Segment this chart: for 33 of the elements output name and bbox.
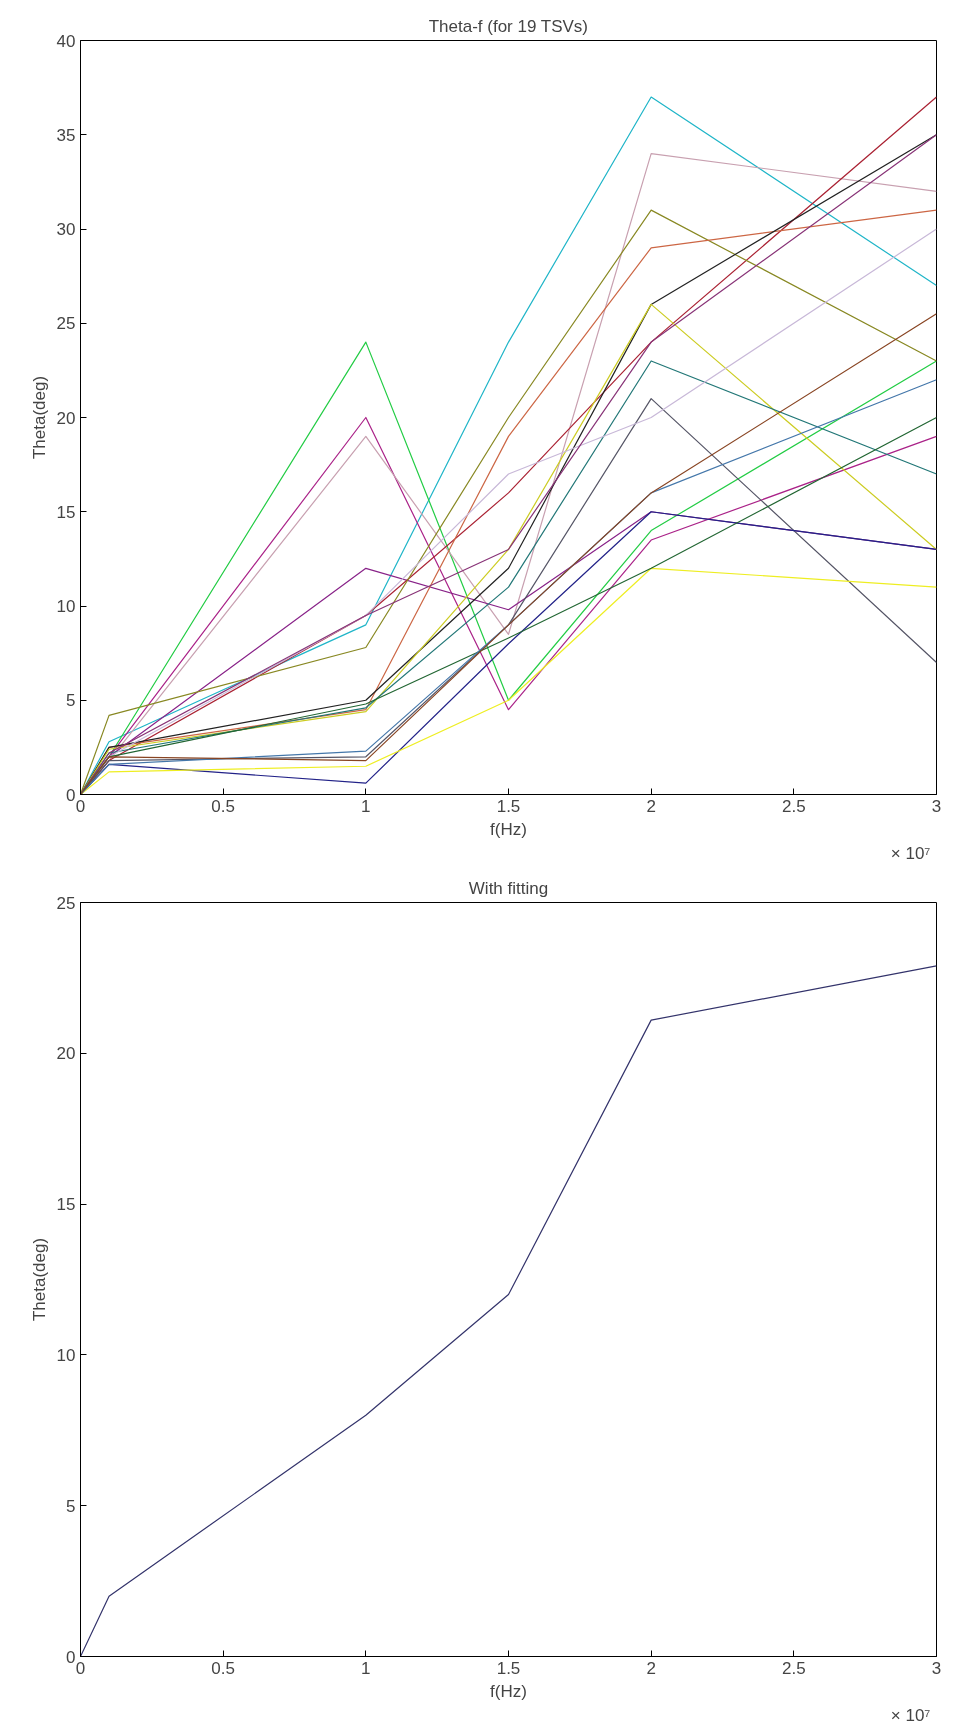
y-axis-title: Theta(deg) <box>29 375 49 460</box>
x-tick-label: 2.5 <box>782 1658 806 1678</box>
text: × 10⁷ <box>890 1705 931 1725</box>
y-tick-label: 10 <box>56 597 76 616</box>
chart-title: With fitting <box>468 878 549 898</box>
x-tick-label: 0.5 <box>211 796 235 816</box>
x-tick-label: 2 <box>646 1658 656 1678</box>
x-tick-label: 3 <box>931 1658 942 1678</box>
x-axis-title: f(Hz) <box>490 819 527 839</box>
x-tick-label: 2.5 <box>782 796 806 816</box>
text: × 10⁷ <box>890 843 931 863</box>
x-tick-label: 3 <box>931 796 942 816</box>
x-tick-label: 2 <box>646 796 656 816</box>
x-tick-label: 1 <box>361 796 371 816</box>
y-tick-label: 15 <box>56 1195 76 1215</box>
chart-title: Theta-f (for 19 TSVs) <box>428 16 589 36</box>
y-tick-label: 25 <box>56 314 76 334</box>
x-tick-label: 1 <box>361 1658 371 1678</box>
x-tick-label: 1.5 <box>496 796 521 816</box>
x-tick-label: 0.5 <box>211 1658 235 1678</box>
y-tick-label: 35 <box>56 125 76 145</box>
y-tick-label: 5 <box>66 691 76 711</box>
x-tick-label: 1.5 <box>496 1658 521 1678</box>
y-tick-label: 15 <box>56 502 76 522</box>
y-tick-label: 10 <box>56 1345 76 1365</box>
y-tick-label: 25 <box>56 893 76 913</box>
y-tick-label: 40 <box>56 31 76 51</box>
y-tick-label: 20 <box>56 1044 76 1064</box>
y-axis-title: Theta(deg) <box>29 1237 49 1322</box>
y-tick-label: 30 <box>56 220 76 239</box>
y-tick-label: 5 <box>66 1496 76 1516</box>
y-tick-label: 20 <box>56 408 76 428</box>
x-axis-title: f(Hz) <box>490 1681 527 1701</box>
